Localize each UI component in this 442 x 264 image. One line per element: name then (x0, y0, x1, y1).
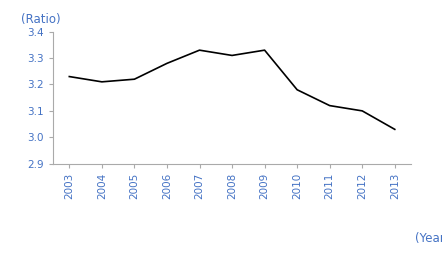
Text: (Ratio): (Ratio) (21, 13, 61, 26)
Text: (Year): (Year) (415, 232, 442, 245)
